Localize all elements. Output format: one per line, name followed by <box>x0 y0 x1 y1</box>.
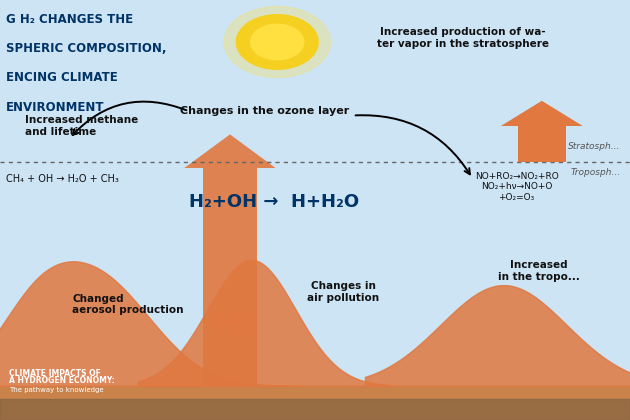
Circle shape <box>236 15 318 69</box>
Text: Increased
in the tropo...: Increased in the tropo... <box>498 260 580 282</box>
Text: Troposph...: Troposph... <box>570 168 621 177</box>
Text: H₂: H₂ <box>215 309 258 342</box>
Text: Increased production of wa-
ter vapor in the stratosphere: Increased production of wa- ter vapor in… <box>377 27 549 49</box>
Polygon shape <box>518 126 566 162</box>
Circle shape <box>251 24 304 60</box>
Text: Changes in the ozone layer: Changes in the ozone layer <box>180 106 349 116</box>
Polygon shape <box>0 262 302 386</box>
Text: A HYDROGEN ECONOMY:: A HYDROGEN ECONOMY: <box>9 376 115 385</box>
Circle shape <box>224 6 330 77</box>
Text: Changed
aerosol production: Changed aerosol production <box>72 294 184 315</box>
Text: G H₂ CHANGES THE: G H₂ CHANGES THE <box>6 13 134 26</box>
Polygon shape <box>365 286 630 386</box>
Text: CH₄ + OH → H₂O + CH₃: CH₄ + OH → H₂O + CH₃ <box>6 173 119 184</box>
Text: Increased methane
and lifetime: Increased methane and lifetime <box>25 115 139 137</box>
Text: The pathway to knowledge: The pathway to knowledge <box>9 387 104 393</box>
Text: ENVIRONMENT: ENVIRONMENT <box>6 101 105 114</box>
Polygon shape <box>501 101 583 126</box>
Text: CLIMATE IMPACTS OF: CLIMATE IMPACTS OF <box>9 369 101 378</box>
Text: NO+RO₂→NO₂+RO
NO₂+hν→NO+O
+O₂=O₃: NO+RO₂→NO₂+RO NO₂+hν→NO+O +O₂=O₃ <box>475 172 558 202</box>
Text: SPHERIC COMPOSITION,: SPHERIC COMPOSITION, <box>6 42 167 55</box>
Text: Stratosph...: Stratosph... <box>568 142 621 151</box>
Text: Changes in
air pollution: Changes in air pollution <box>307 281 379 303</box>
Polygon shape <box>203 168 256 386</box>
Polygon shape <box>139 260 391 386</box>
Polygon shape <box>184 134 276 168</box>
Text: ENCING CLIMATE: ENCING CLIMATE <box>6 71 118 84</box>
Text: H₂+OH →  H+H₂O: H₂+OH → H+H₂O <box>189 193 359 210</box>
